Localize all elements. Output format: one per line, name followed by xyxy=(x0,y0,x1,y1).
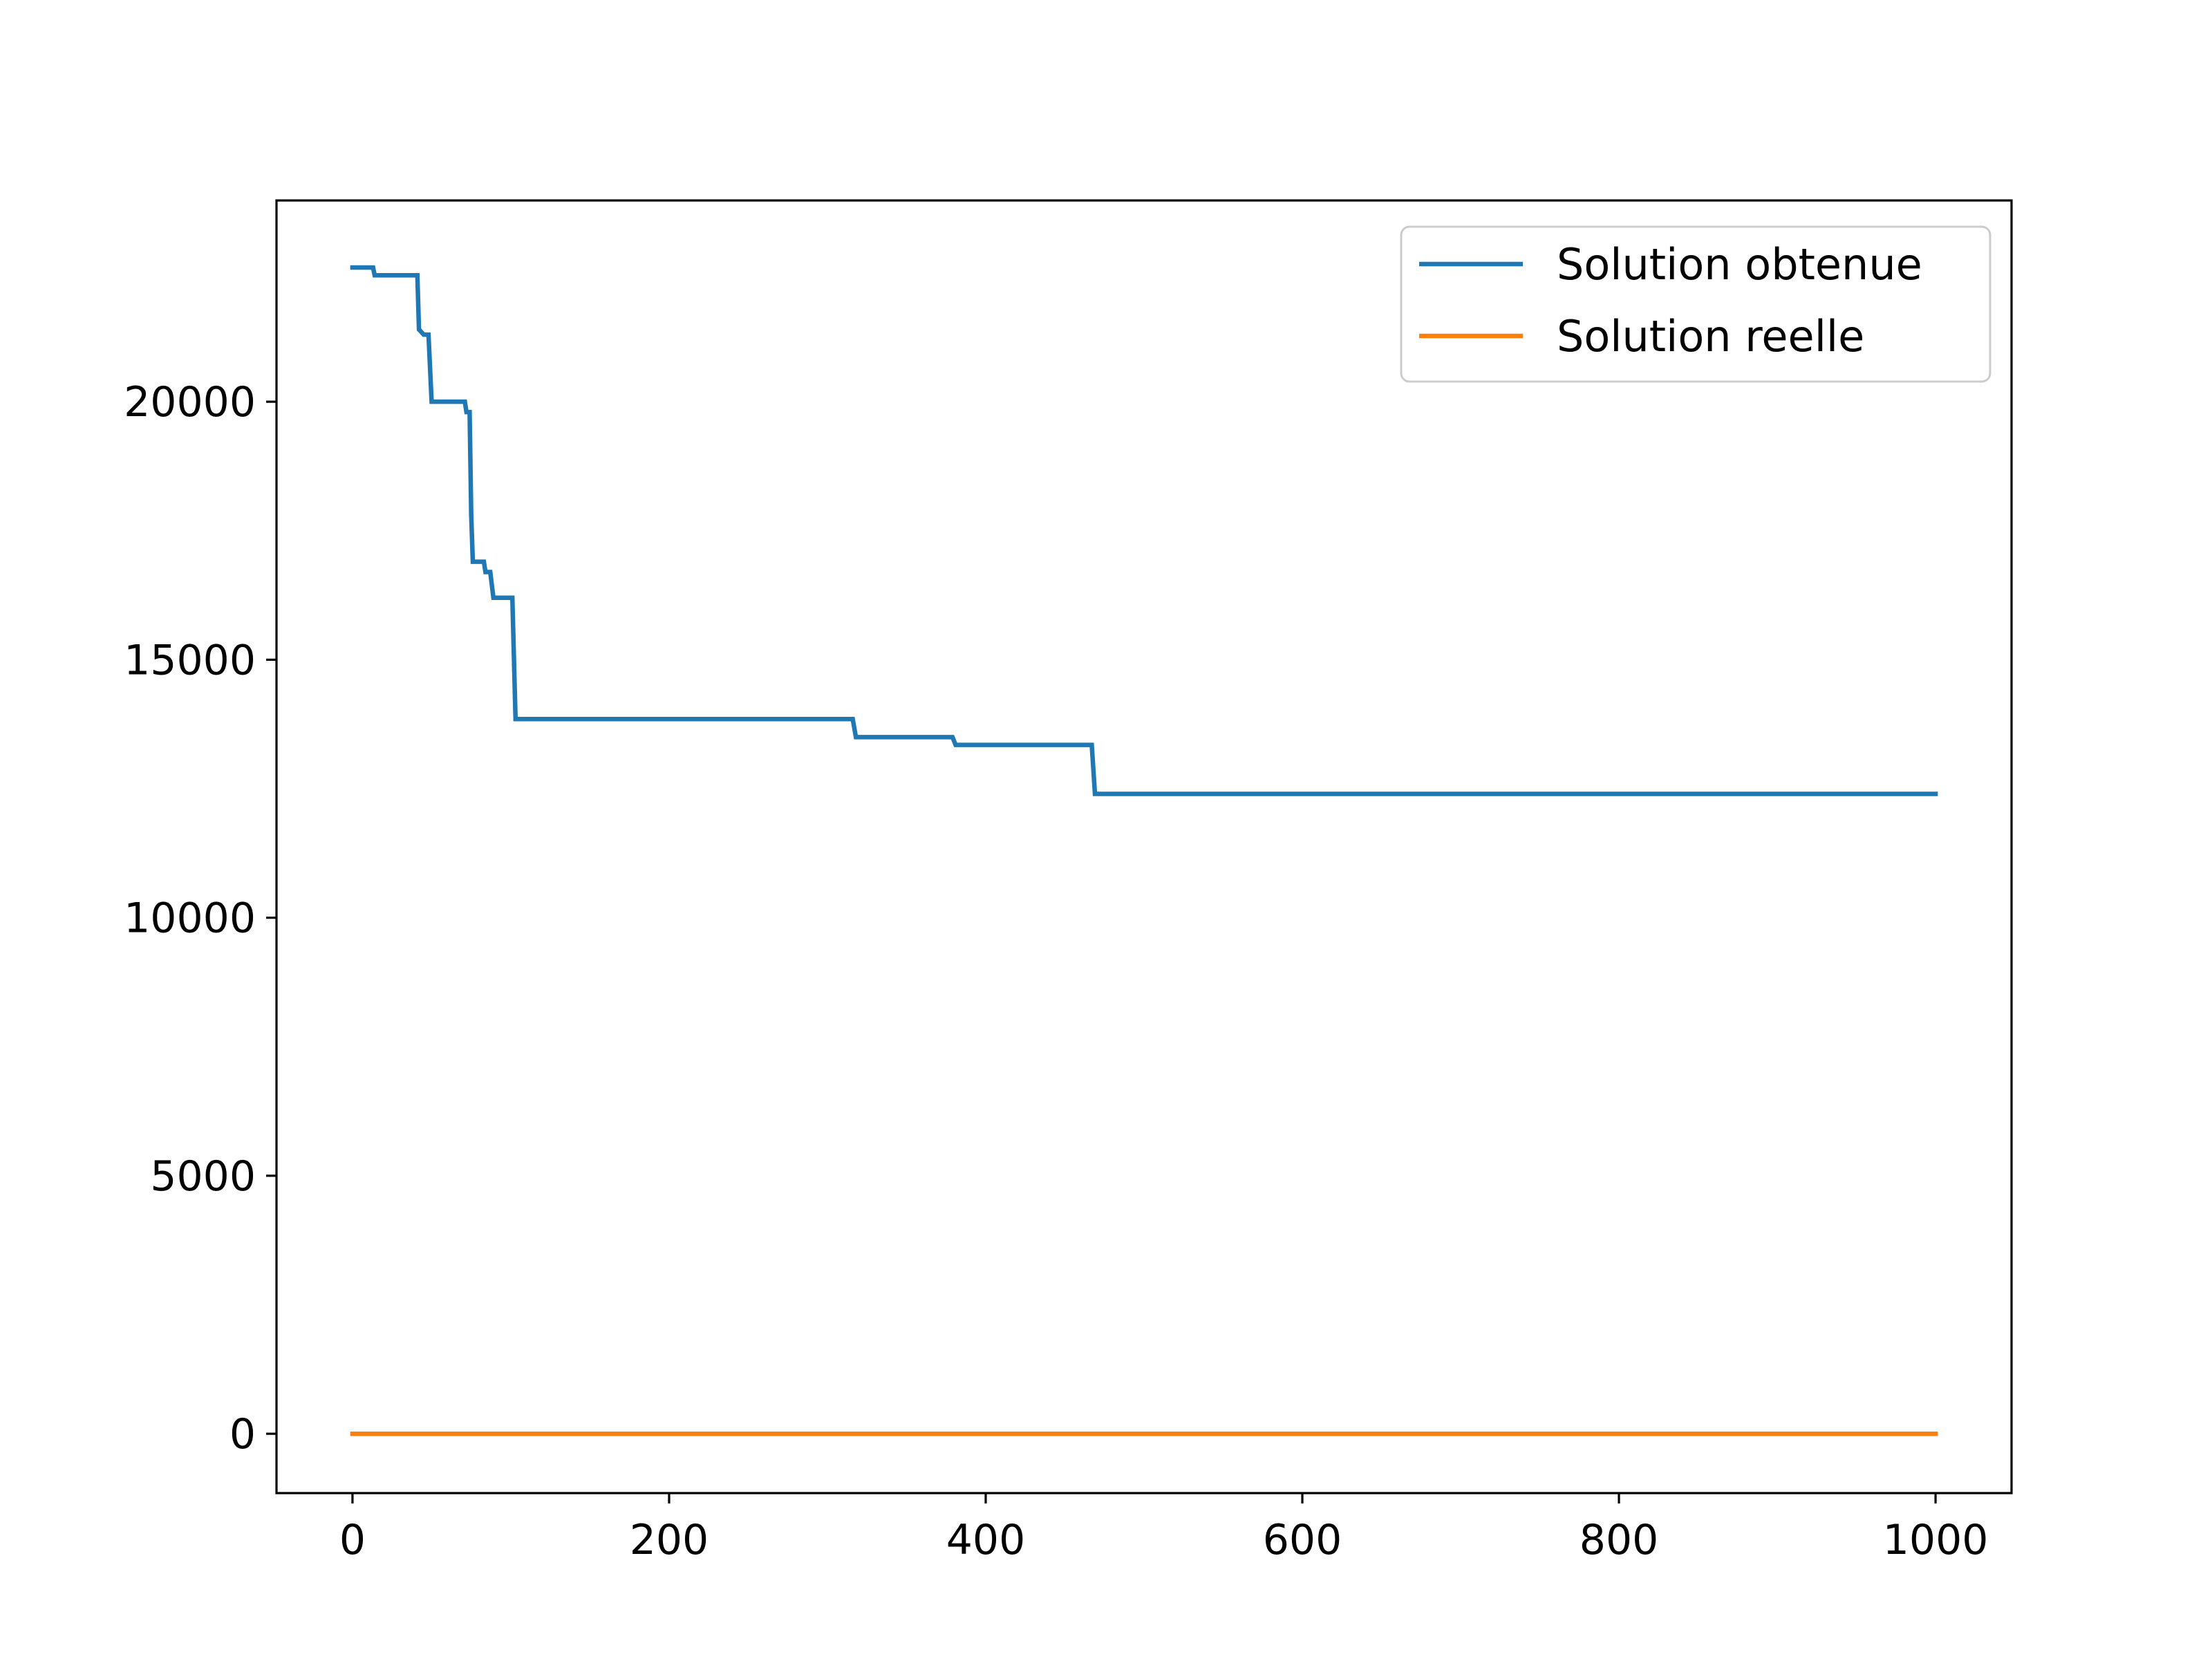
y-tick-label: 10000 xyxy=(124,894,256,943)
y-tick-label: 15000 xyxy=(124,636,256,684)
x-tick-label: 0 xyxy=(339,1516,366,1564)
x-tick-label: 600 xyxy=(1263,1516,1342,1564)
series-layer xyxy=(350,265,1938,1436)
series-line-solution-obtenue xyxy=(350,265,1938,796)
x-tick-label: 400 xyxy=(946,1516,1026,1564)
y-tick-label: 0 xyxy=(229,1410,256,1459)
legend: Solution obtenue Solution reelle xyxy=(1400,225,1991,383)
plot-area xyxy=(276,200,2012,1493)
x-axis: 0 200 400 600 800 1000 xyxy=(339,1493,1989,1564)
y-tick-label: 20000 xyxy=(124,378,256,427)
legend-box xyxy=(1400,225,1991,383)
y-axis: 0 5000 10000 15000 20000 xyxy=(124,378,276,1459)
plot-frame xyxy=(275,199,2013,1494)
x-tick-label: 200 xyxy=(630,1516,709,1564)
y-tick-label: 5000 xyxy=(150,1152,256,1201)
legend-label-solution-reelle: Solution reelle xyxy=(1557,311,1864,362)
x-tick-label: 1000 xyxy=(1883,1516,1989,1564)
x-tick-label: 800 xyxy=(1580,1516,1659,1564)
legend-label-solution-obtenue: Solution obtenue xyxy=(1557,239,1922,290)
